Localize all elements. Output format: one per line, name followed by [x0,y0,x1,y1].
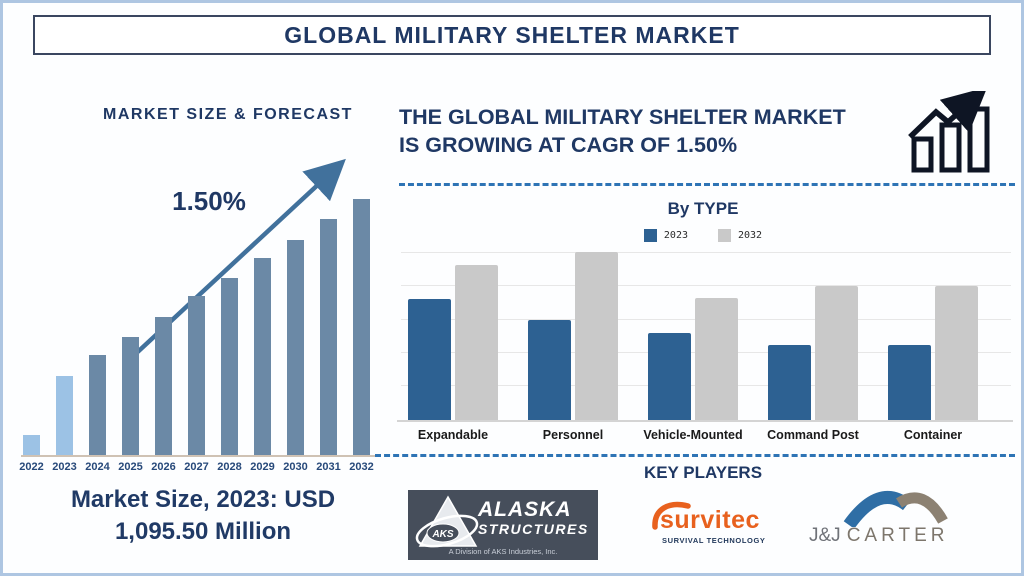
bytype-category-label-container: Container [903,428,963,442]
alaska-wordmark-line1: ALASKA [478,498,572,521]
forecast-year-label-2031: 2031 [316,461,341,473]
forecast-year-label-2029: 2029 [250,461,275,473]
gridline [401,251,1011,253]
jj-carter-main: CARTER [846,525,949,546]
bytype-category-label-personnel: Personnel [542,428,604,442]
bytype-group-vehicle-mounted [648,298,738,420]
bytype-bar-vehicle-mounted-2032 [695,298,738,420]
gridline [401,284,1011,286]
forecast-year-label-2026: 2026 [151,461,176,473]
forecast-year-label-2032: 2032 [349,461,374,473]
bytype-category-label-command-post: Command Post [767,428,859,442]
legend-swatch-2023 [643,229,657,242]
bytype-bar-personnel-2023 [528,320,571,420]
bytype-category-label-vehicle-mounted: Vehicle-Mounted [643,428,743,442]
jj-carter-prefix: J&J [809,525,841,546]
forecast-bar-2023 [56,376,73,455]
bytype-bar-expandable-2032 [455,265,498,420]
market-size-line2: 1,095.50 Million [114,518,292,545]
forecast-year-label-2025: 2025 [118,461,143,473]
survitec-swoosh-icon [652,501,691,530]
dashed-divider-bottom [375,454,1015,457]
market-size-line1: Market Size, 2023: USD [70,486,336,513]
forecast-bar-2028 [221,278,238,455]
forecast-year-labels: 2022 2023 2024 2025 2026 2027 2028 2029 2030 2031… [16,461,377,473]
forecast-bars [23,199,370,455]
forecast-x-axis [21,455,376,457]
bytype-category-label-expandable: Expandable [417,428,489,442]
forecast-year-label-2027: 2027 [184,461,209,473]
forecast-bar-2027 [188,296,205,455]
bytype-group-container [888,286,978,420]
alaska-badge-text: AKS [431,529,453,540]
logo-alaska-structures: AKS ALASKA STRUCTURES A Division of AKS … [408,490,598,560]
forecast-year-label-2022: 2022 [19,461,44,473]
title-banner: GLOBAL MILITARY SHELTER MARKET [33,15,991,55]
survitec-tagline: SURVIVAL TECHNOLOGY [662,536,766,545]
forecast-bar-2030 [287,240,304,455]
forecast-year-label-2030: 2030 [283,461,308,473]
key-players-title: KEY PLAYERS [643,463,763,482]
bytype-group-command-post [768,286,858,420]
alaska-wordmark-line2: STRUCTURES [478,521,589,537]
bytype-legend: 2023 2032 [503,229,903,242]
bytype-plot-area [397,250,1013,422]
forecast-bar-2026 [155,317,172,455]
legend-item-2023: 2023 [643,229,688,242]
bytype-bar-container-2032 [935,286,978,420]
bytype-group-expandable [408,265,498,420]
forecast-bar-2031 [320,219,337,455]
forecast-chart-title: MARKET SIZE & FORECAST [103,106,353,123]
market-size-callout: Market Size, 2023: USD 1,095.50 Million [18,484,388,548]
jj-carter-arcs-icon [843,490,948,527]
bytype-category-labels: Expandable Personnel Vehicle-Mounted Comman… [401,428,1011,446]
cagr-statement-line2: IS GROWING AT CAGR OF 1.50% [399,133,738,157]
bytype-bar-personnel-2032 [575,252,618,420]
bytype-bar-vehicle-mounted-2023 [648,333,691,420]
bytype-bar-expandable-2023 [408,299,451,420]
forecast-bar-2024 [89,355,106,455]
dashed-divider-top [399,183,1015,186]
logo-jj-carter: J&J CARTER [809,489,949,547]
jj-carter-wordmark: J&J CARTER [809,525,948,547]
legend-label-2032: 2032 [738,230,763,241]
bytype-group-personnel [528,252,618,420]
forecast-year-label-2024: 2024 [85,461,110,473]
legend-swatch-2032 [718,229,731,242]
forecast-bar-2032 [353,199,370,455]
cagr-statement: THE GLOBAL MILITARY SHELTER MARKET IS GR… [399,103,904,159]
legend-label-2023: 2023 [663,230,688,241]
forecast-bar-2022 [23,435,40,455]
bytype-bar-command-post-2032 [815,286,858,420]
forecast-bar-2029 [254,258,271,455]
bytype-x-axis [397,420,1013,422]
alaska-wordmark: ALASKA STRUCTURES [478,499,589,536]
survitec-wordmark: survitec [660,506,760,534]
bytype-bar-container-2023 [888,345,931,420]
bytype-chart-title: By TYPE [667,199,739,218]
logo-survitec: survitec SURVIVAL TECHNOLOGY [651,499,776,551]
alaska-mountain-icon: AKS [415,495,479,548]
cagr-value-label: 1.50% [172,186,246,216]
bytype-bar-command-post-2023 [768,345,811,420]
forecast-bar-2025 [122,337,139,455]
forecast-year-label-2028: 2028 [217,461,242,473]
cagr-statement-line1: THE GLOBAL MILITARY SHELTER MARKET [399,105,846,129]
page-title: GLOBAL MILITARY SHELTER MARKET [284,21,740,48]
growth-chart-icon [908,91,990,173]
alaska-tagline: A Division of AKS Industries, Inc. [448,547,558,556]
forecast-year-label-2023: 2023 [52,461,77,473]
legend-item-2032: 2032 [718,229,762,242]
